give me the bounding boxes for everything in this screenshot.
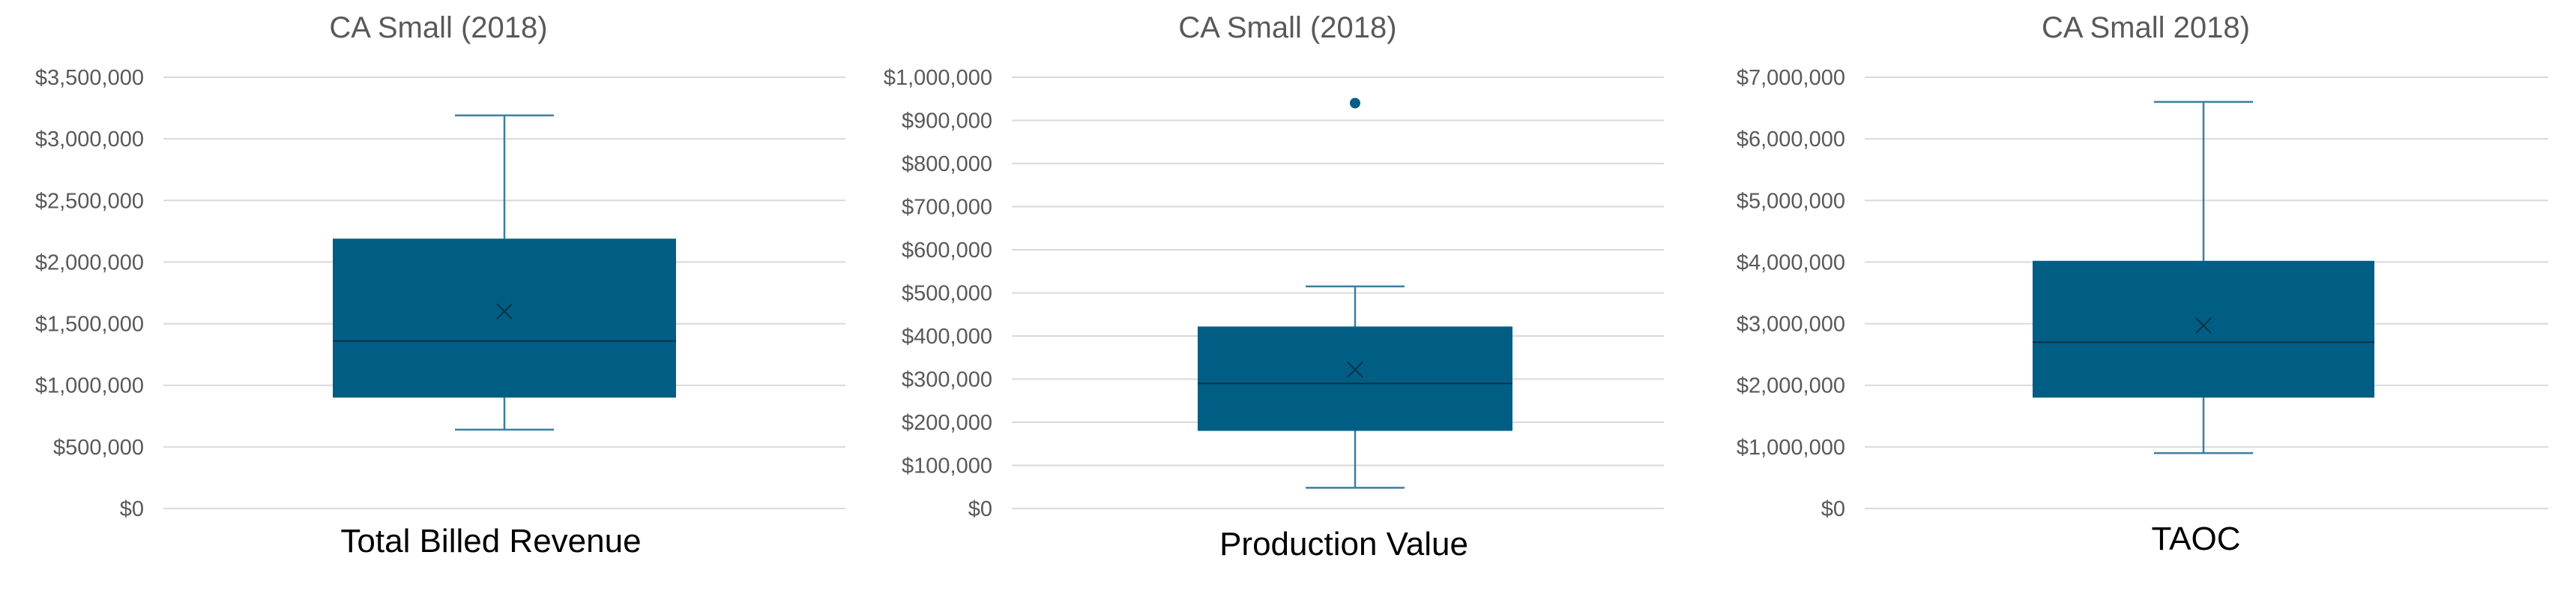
y-tick-label: $1,000,000 [884,66,992,90]
y-tick-label: $1,000,000 [1737,436,1845,460]
y-tick-label: $7,000,000 [1737,66,1845,90]
y-tick-label: $0 [1821,497,1845,521]
y-tick-label: $5,000,000 [1737,189,1845,213]
y-tick-label: $500,000 [53,436,144,460]
box-plot-1: CA Small (2018) $0 $500,000 $1,000,000 $1,50… [35,11,845,560]
y-tick-label: $6,000,000 [1737,128,1845,152]
y-tick-label: $100,000 [902,454,992,478]
y-tick-label: $2,000,000 [1737,374,1845,398]
y-tick-label: $2,000,000 [35,250,144,274]
y-tick-label: $500,000 [902,282,992,306]
y-tick-label: $1,000,000 [35,374,144,398]
chart-title: CA Small 2018) [2042,11,2250,44]
y-tick-label: $2,500,000 [35,189,144,213]
x-axis-label: Production Value [1219,526,1468,562]
chart-title: CA Small (2018) [1178,11,1396,44]
mean-marker [496,303,513,320]
y-tick-label: $300,000 [902,368,992,392]
x-axis-label: Total Billed Revenue [340,523,641,560]
iqr-box [333,238,676,398]
y-tick-label: $900,000 [902,110,992,134]
y-tick-label: $400,000 [902,325,992,349]
mean-marker [1347,362,1363,378]
y-tick-label: $3,500,000 [35,66,144,90]
y-tick-label: $1,500,000 [35,313,144,337]
y-tick-label: $600,000 [902,238,992,262]
y-tick-label: $200,000 [902,411,992,435]
outlier-point [1350,98,1360,109]
chart-title: CA Small (2018) [329,11,547,44]
x-axis-label: TAOC [2152,520,2241,557]
iqr-box [1198,326,1512,431]
y-tick-label: $0 [968,497,992,521]
y-tick-label: $3,000,000 [1737,313,1845,337]
y-tick-label: $3,000,000 [35,128,144,152]
box-plot-2: CA Small (2018) $0 $100,000 $200,000 $300,00… [884,11,1664,562]
y-tick-label: $800,000 [902,152,992,176]
box-plot-3: CA Small 2018) $0 $1,000,000 $2,000,000 $3,0… [1737,11,2548,557]
mean-marker [2195,317,2212,334]
y-tick-label: $700,000 [902,196,992,220]
y-tick-label: $0 [120,497,144,521]
y-tick-label: $4,000,000 [1737,250,1845,274]
iqr-box [2033,260,2374,398]
